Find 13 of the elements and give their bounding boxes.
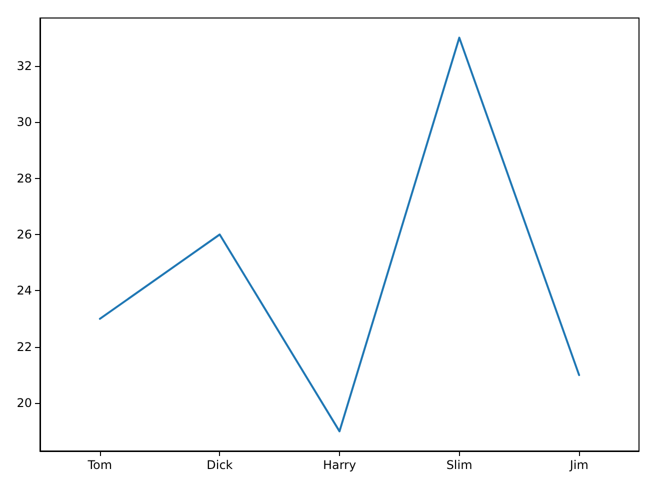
y-tick-label: 24 [16, 284, 32, 298]
y-tick-label: 26 [16, 228, 32, 242]
line-series [98, 36, 580, 432]
y-tick-label: 22 [16, 340, 32, 354]
y-tick-label: 30 [16, 115, 32, 130]
x-tick-label: Tom [86, 458, 112, 472]
y-tick-label: 32 [16, 58, 32, 73]
x-tick-label: Jim [568, 458, 588, 472]
y-tick-label: 20 [16, 396, 32, 410]
x-tick-label: Slim [446, 458, 472, 472]
x-tick-label: Harry [322, 458, 356, 472]
x-tick-label: Dick [206, 458, 233, 472]
y-tick-label: 28 [16, 171, 32, 186]
